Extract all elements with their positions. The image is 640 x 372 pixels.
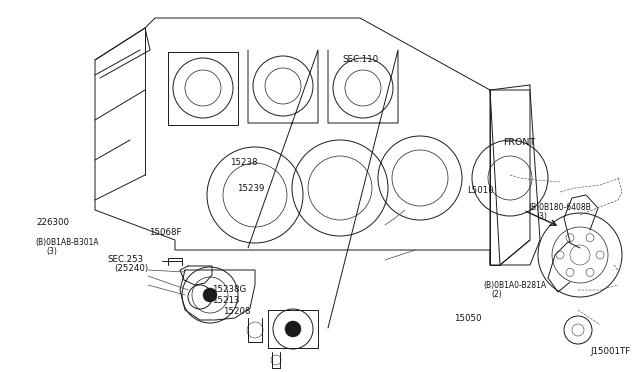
Text: 15238: 15238 bbox=[230, 158, 258, 167]
Text: J15001TF: J15001TF bbox=[590, 347, 630, 356]
Text: 226300: 226300 bbox=[36, 218, 70, 227]
Text: SEC.253: SEC.253 bbox=[108, 255, 143, 264]
Text: 15238G: 15238G bbox=[212, 285, 247, 294]
Text: 15213: 15213 bbox=[212, 296, 240, 305]
Circle shape bbox=[285, 321, 301, 337]
Text: (B)0B180-6408B: (B)0B180-6408B bbox=[528, 203, 591, 212]
Circle shape bbox=[203, 288, 217, 302]
Text: 15068F: 15068F bbox=[149, 228, 182, 237]
Text: (3): (3) bbox=[46, 247, 57, 256]
Text: L5010: L5010 bbox=[467, 186, 494, 195]
Text: 15050: 15050 bbox=[454, 314, 482, 323]
Text: (25240): (25240) bbox=[114, 264, 148, 273]
Text: (3): (3) bbox=[536, 212, 547, 221]
Text: (2): (2) bbox=[492, 290, 502, 299]
Text: (B)0B1AB-B301A: (B)0B1AB-B301A bbox=[35, 238, 99, 247]
Text: SEC.110: SEC.110 bbox=[342, 55, 378, 64]
Text: 15208: 15208 bbox=[223, 307, 250, 316]
Text: 15239: 15239 bbox=[237, 185, 264, 193]
Text: (B)0B1A0-B281A: (B)0B1A0-B281A bbox=[483, 281, 547, 290]
Text: FRONT: FRONT bbox=[503, 138, 535, 147]
